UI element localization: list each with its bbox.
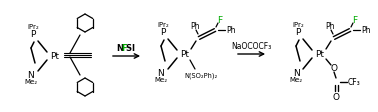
Text: Ph: Ph	[190, 22, 200, 30]
Text: Pt: Pt	[316, 50, 324, 58]
Text: O: O	[333, 93, 339, 101]
Text: N: N	[293, 69, 299, 78]
Text: CF₃: CF₃	[348, 78, 360, 86]
Text: Me₂: Me₂	[290, 77, 302, 83]
Text: NaOCOCF₃: NaOCOCF₃	[231, 42, 272, 51]
Text: N: N	[116, 43, 123, 53]
Text: F: F	[121, 43, 127, 53]
Text: Me₂: Me₂	[25, 79, 37, 85]
Text: N: N	[158, 69, 164, 78]
Text: Pt: Pt	[51, 52, 59, 60]
Text: Ph: Ph	[325, 22, 335, 30]
Text: iPr₂: iPr₂	[157, 22, 169, 28]
Text: F: F	[217, 15, 223, 25]
Text: Ph: Ph	[226, 26, 236, 34]
Text: iPr₂: iPr₂	[27, 24, 39, 30]
Text: I: I	[132, 43, 135, 53]
Text: Me₂: Me₂	[155, 77, 167, 83]
Text: P: P	[30, 29, 36, 39]
Text: P: P	[295, 28, 301, 37]
Text: N(SO₂Ph)₂: N(SO₂Ph)₂	[184, 73, 218, 79]
Text: F: F	[352, 15, 358, 25]
Text: iPr₂: iPr₂	[292, 22, 304, 28]
Text: P: P	[160, 28, 166, 37]
Text: Ph: Ph	[361, 26, 371, 34]
Text: Pt: Pt	[181, 50, 189, 58]
Text: N: N	[28, 70, 34, 80]
Text: S: S	[125, 43, 132, 53]
Text: O: O	[330, 64, 338, 72]
